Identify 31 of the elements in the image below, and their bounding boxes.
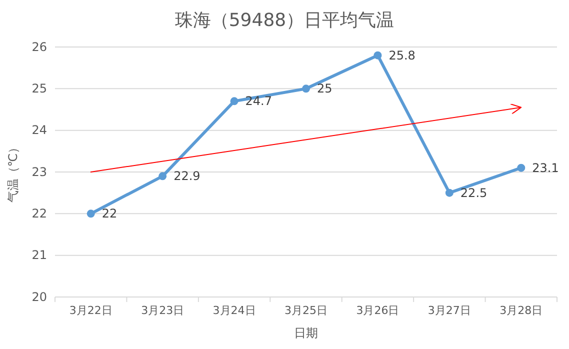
x-tick-label: 3月22日 [69,304,112,317]
point [517,164,526,172]
data-label: 22.9 [174,169,200,184]
y-tick-label: 22 [32,206,47,221]
x-tick-label: 3月28日 [500,304,543,317]
chart-title: 珠海（59488）日平均气温 [174,10,394,31]
point [374,51,382,60]
y-tick-label: 21 [32,248,47,262]
data-label: 25.8 [388,48,416,62]
y-tick-label: 23 [32,164,47,179]
data-label: 23.1 [532,160,559,175]
y-tick-label: 26 [32,40,47,54]
data-label: 24.7 [245,94,272,108]
y-tick-label: 24 [32,123,47,138]
x-tick-label: 3月27日 [428,304,471,317]
y-tick-label: 20 [32,290,47,304]
point [230,97,238,106]
x-tick-label: 3月26日 [356,304,400,317]
point [445,188,454,197]
data-label: 22.5 [460,186,488,200]
x-tick-label: 3月24日 [212,304,256,317]
point [158,172,167,180]
y-tick-label: 25 [32,82,47,96]
data-label: 25 [317,82,332,96]
x-axis-title: 日期 [294,326,318,340]
x-tick-label: 3月23日 [141,304,184,317]
point [86,210,95,218]
y-axis-title: 气温（℃） [6,141,20,203]
data-label: 22 [102,206,118,221]
x-tick-label: 3月25日 [284,304,328,317]
point [302,84,310,93]
